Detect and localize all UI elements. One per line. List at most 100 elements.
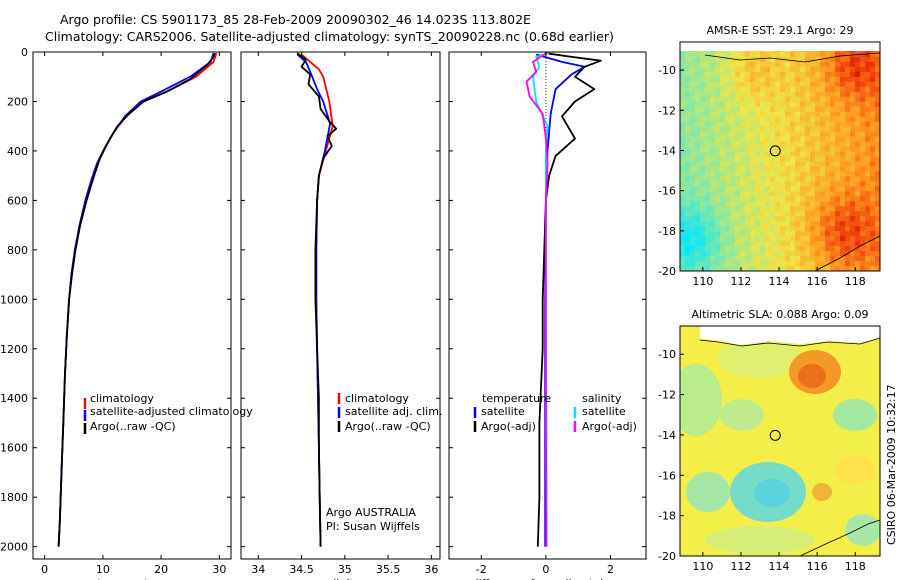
sst-cell <box>685 86 691 93</box>
sst-cell <box>840 181 846 187</box>
sst-cell <box>720 221 726 227</box>
sst-cell <box>725 111 731 118</box>
sst-cell <box>770 146 776 152</box>
sst-cell <box>740 151 746 157</box>
sst-cell <box>710 91 716 98</box>
sst-cell <box>835 266 841 271</box>
sst-cell <box>765 71 771 78</box>
sst-cell <box>715 166 721 172</box>
sst-cell <box>835 116 841 123</box>
sst-cell <box>825 76 831 83</box>
sst-cell <box>750 236 756 242</box>
sst-cell <box>730 221 736 227</box>
sst-cell <box>815 96 821 103</box>
sst-cell <box>765 111 771 118</box>
sst-cell <box>870 226 876 232</box>
sst-cell <box>740 131 746 137</box>
sst-cell <box>750 131 756 137</box>
sst-cell <box>685 261 691 267</box>
sst-cell <box>700 91 706 98</box>
sst-cell <box>685 246 691 252</box>
sst-cell <box>680 201 686 207</box>
sst-cell <box>835 96 841 103</box>
sst-cell <box>805 216 811 222</box>
sst-cell <box>815 161 821 167</box>
sst-cell <box>760 261 766 267</box>
x-tick-label: -2 <box>476 563 487 576</box>
sst-cell <box>685 56 691 63</box>
series-line-argo-raw-qc- <box>57 52 216 547</box>
sst-cell <box>855 206 861 212</box>
sst-cell <box>790 61 796 68</box>
amsre-sst-map-title: AMSR-E SST: 29.1 Argo: 29 <box>706 24 853 37</box>
sst-cell <box>830 166 836 172</box>
sst-cell <box>775 121 781 128</box>
sst-cell <box>875 186 880 192</box>
sst-cell <box>840 136 846 142</box>
sst-cell <box>810 211 816 217</box>
sst-cell <box>710 221 716 227</box>
sst-cell <box>810 216 816 222</box>
sst-cell <box>715 81 721 88</box>
sst-cell <box>705 96 711 103</box>
sst-cell <box>855 111 861 118</box>
sst-cell <box>745 171 751 177</box>
sst-cell <box>855 181 861 187</box>
sst-cell <box>785 256 791 262</box>
sst-cell <box>820 156 826 162</box>
sst-cell <box>850 56 856 63</box>
sst-cell <box>800 106 806 113</box>
sst-cell <box>780 226 786 232</box>
sst-cell <box>700 141 706 147</box>
sst-cell <box>700 126 706 133</box>
sst-cell <box>695 196 701 202</box>
sst-cell <box>785 96 791 103</box>
sst-cell <box>715 211 721 217</box>
sst-cell <box>825 71 831 78</box>
sst-cell <box>765 251 771 257</box>
sst-cell <box>875 266 880 271</box>
legend-label-satellite: satellite-adjusted climatology <box>90 405 253 418</box>
sst-cell <box>710 196 716 202</box>
sst-cell <box>875 206 880 212</box>
sst-cell <box>815 191 821 197</box>
sst-cell <box>710 51 716 58</box>
sst-cell <box>740 66 746 73</box>
sst-cell <box>785 66 791 73</box>
sst-cell <box>825 51 831 58</box>
sst-cell <box>770 156 776 162</box>
sst-cell <box>775 186 781 192</box>
sst-cell <box>860 141 866 147</box>
sst-cell <box>805 106 811 113</box>
sst-cell <box>830 211 836 217</box>
sst-cell <box>790 126 796 133</box>
sla-feature <box>798 364 826 388</box>
sst-cell <box>750 86 756 93</box>
sst-cell <box>735 156 741 162</box>
sst-cell <box>790 51 796 58</box>
sst-cell <box>795 246 801 252</box>
sst-cell <box>760 266 766 271</box>
sst-cell <box>805 166 811 172</box>
sst-cell <box>805 266 811 271</box>
sst-cell <box>815 246 821 252</box>
sst-cell <box>840 266 846 271</box>
sst-cell <box>765 236 771 242</box>
sst-cell <box>695 146 701 152</box>
sst-cell <box>745 106 751 113</box>
sst-cell <box>875 241 880 247</box>
sst-cell <box>810 151 816 157</box>
sst-cell <box>825 241 831 247</box>
sst-cell <box>865 266 871 271</box>
sst-cell <box>705 241 711 247</box>
sst-cell <box>685 161 691 167</box>
sst-cell <box>855 56 861 63</box>
sst-cell <box>755 226 761 232</box>
sst-cell <box>810 76 816 83</box>
sst-cell <box>695 101 701 108</box>
timestamp-stamp: CSIRO 06-Mar-2009 10:32:17 <box>885 384 898 545</box>
sst-cell <box>800 181 806 187</box>
sst-cell <box>705 101 711 108</box>
sst-cell <box>830 116 836 123</box>
sst-cell <box>755 86 761 93</box>
